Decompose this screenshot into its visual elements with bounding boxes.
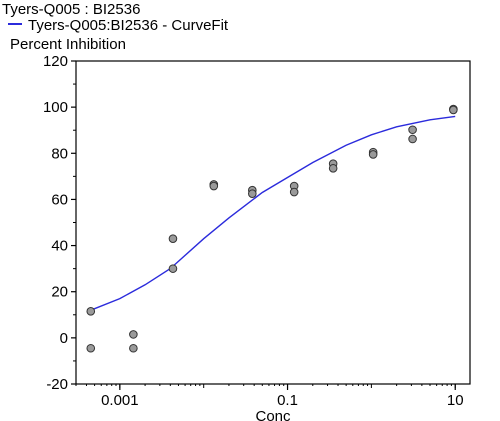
x-tick-label: 0.1 (277, 392, 298, 409)
y-tick-label: 20 (51, 284, 68, 301)
y-tick-label: -20 (46, 376, 68, 393)
y-tick-label: 40 (51, 238, 68, 255)
data-point (86, 307, 96, 316)
y-axis-label: Percent Inhibition (10, 36, 126, 53)
chart-title: Tyers-Q005 : BI2536 (2, 1, 141, 18)
legend: Tyers-Q005:BI2536 - CurveFit (8, 18, 228, 34)
x-tick-label: 0.001 (101, 392, 139, 409)
data-point (408, 134, 417, 144)
data-point (408, 125, 417, 135)
curve-fit-line (90, 115, 456, 311)
y-ticks: -20 0 20 40 60 80 100 120 (43, 53, 76, 393)
data-point (289, 187, 299, 197)
data-point (168, 264, 178, 273)
y-tick-label: 60 (51, 191, 68, 208)
x-axis-label: Conc (255, 408, 291, 421)
y-tick-label: 80 (51, 145, 68, 162)
data-point (449, 105, 458, 115)
data-point (129, 330, 138, 339)
x-ticks: 0.001 0.1 10 (75, 384, 464, 409)
data-point (209, 181, 219, 191)
legend-entry-curvefit: Tyers-Q005:BI2536 - CurveFit (28, 17, 229, 34)
data-point (168, 234, 178, 243)
y-tick-label: 120 (43, 53, 68, 70)
legend-swatch-curvefit (8, 23, 22, 26)
data-point (86, 343, 96, 353)
data-point (368, 150, 378, 159)
points-layer (86, 104, 458, 353)
data-point (129, 343, 138, 353)
y-tick-label: 100 (43, 99, 68, 116)
data-point (248, 189, 257, 198)
curve-layer (90, 115, 456, 311)
data-point (328, 163, 338, 173)
y-tick-label: 0 (60, 330, 68, 347)
x-tick-label: 10 (447, 392, 464, 409)
